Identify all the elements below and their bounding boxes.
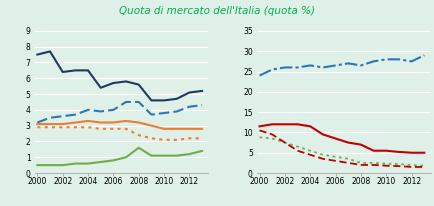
Text: Quota di mercato dell'Italia (quota %): Quota di mercato dell'Italia (quota %) [119,6,315,16]
